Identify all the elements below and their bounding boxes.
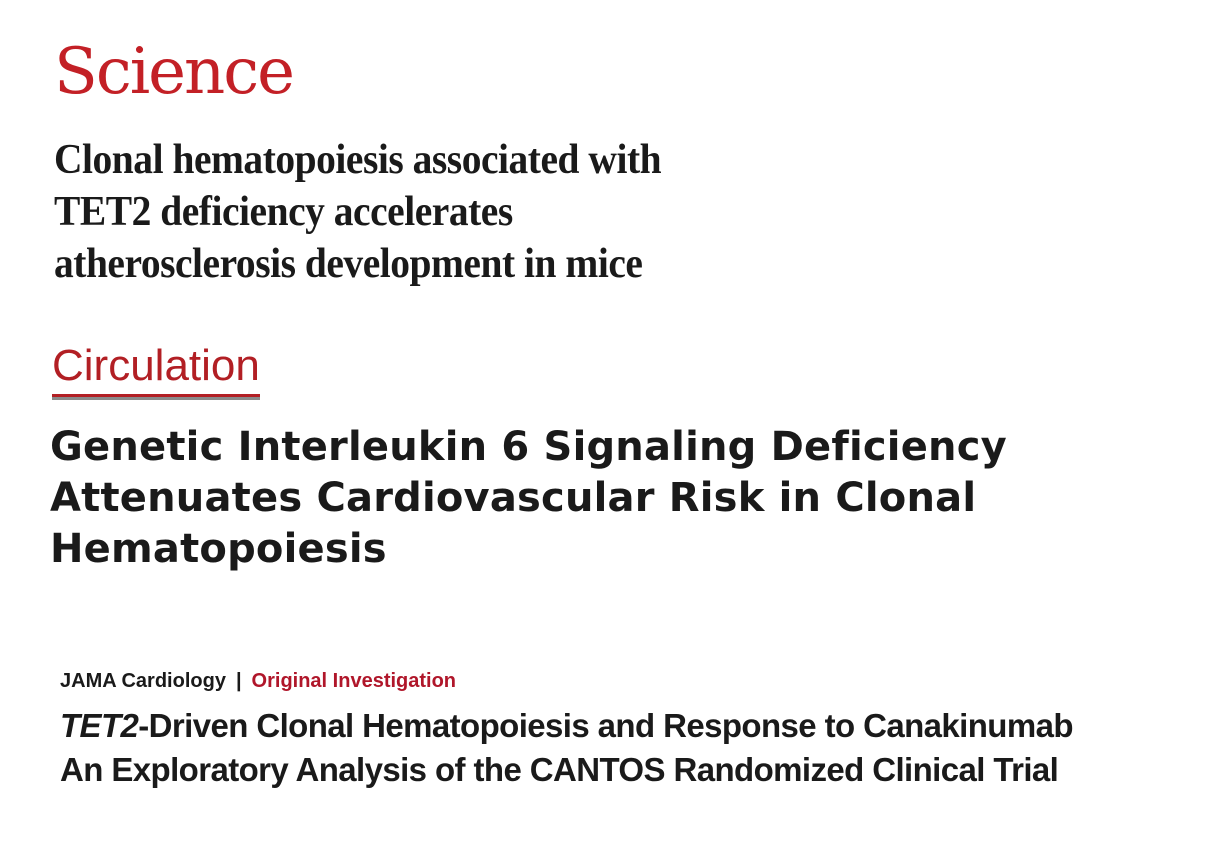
circulation-logo-underline [52,394,260,400]
jama-journal-name: JAMA Cardiology [60,670,226,692]
circulation-journal-logo: Circulation [50,340,260,400]
science-journal-logo: Science [54,30,1154,114]
circulation-title-line-2: Attenuates Cardiovascular Risk in Clonal [50,473,1170,524]
jama-header: JAMA Cardiology | Original Investigation [60,664,1180,698]
science-article: Science Clonal hematopoiesis associated … [54,30,1154,290]
circulation-underline-gray [52,397,260,400]
jama-article-type: Original Investigation [252,670,456,692]
circulation-title-line-3: Hematopoiesis [50,524,1170,575]
science-title-line-2: TET2 deficiency accelerates [54,186,1088,238]
circulation-journal-name: Circulation [52,340,260,392]
science-title-line-1: Clonal hematopoiesis associated with [54,134,1088,186]
circulation-article: Circulation Genetic Interleukin 6 Signal… [50,340,1170,575]
jama-title-rest: -Driven Clonal Hematopoiesis and Respons… [138,707,1073,744]
circulation-article-title: Genetic Interleukin 6 Signaling Deficien… [50,422,1170,575]
jama-article-title: TET2-Driven Clonal Hematopoiesis and Res… [60,704,1180,748]
science-title-line-3: atherosclerosis development in mice [54,238,1088,290]
science-article-title: Clonal hematopoiesis associated with TET… [54,134,1088,290]
jama-article: JAMA Cardiology | Original Investigation T… [60,664,1180,792]
jama-title-gene: TET2 [60,707,138,744]
circulation-title-line-1: Genetic Interleukin 6 Signaling Deficien… [50,422,1170,473]
jama-separator: | [236,670,242,692]
jama-article-subtitle: An Exploratory Analysis of the CANTOS Ra… [60,748,1180,792]
